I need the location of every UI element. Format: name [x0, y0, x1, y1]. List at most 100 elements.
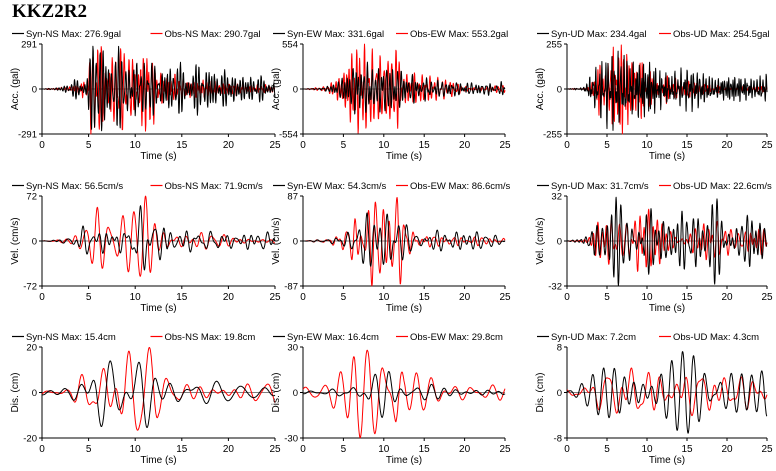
legend-label-syn: Syn-UD Max: 7.2cm: [551, 332, 636, 343]
y-tick-label: 554: [282, 40, 298, 51]
obs-series-line: [302, 43, 506, 134]
y-tick-label: 32: [551, 192, 562, 203]
x-tick-label: 5: [604, 444, 610, 455]
legend-label-obs: Obs-UD Max: 254.5gal: [673, 29, 770, 40]
x-tick-label: 25: [761, 140, 773, 151]
syn-series-line: [566, 196, 768, 287]
x-tick-label: 25: [499, 444, 511, 455]
legend-label-obs: Obs-EW Max: 86.6cm/s: [410, 181, 511, 192]
x-tick-label: 25: [269, 140, 281, 151]
x-tick-label: 20: [721, 444, 733, 455]
legend-label-syn: Syn-EW Max: 54.3cm/s: [287, 181, 386, 192]
syn-series-line: [41, 360, 276, 428]
x-tick-label: 5: [341, 140, 347, 151]
x-tick-label: 5: [86, 140, 92, 151]
x-tick-label: 5: [604, 292, 610, 303]
x-axis-label: Time (s): [649, 455, 685, 466]
x-tick-label: 0: [39, 444, 45, 455]
x-axis-label: Time (s): [649, 303, 685, 314]
legend-label-syn: Syn-NS Max: 276.9gal: [26, 29, 121, 40]
x-tick-label: 15: [681, 140, 693, 151]
x-tick-label: 0: [564, 292, 570, 303]
x-axis-label: Time (s): [140, 151, 176, 162]
y-tick-label: 20: [26, 343, 37, 354]
legend-label-syn: Syn-EW Max: 331.6gal: [287, 29, 384, 40]
y-axis-label: Acc. (gal): [271, 68, 282, 110]
legend-label-syn: Syn-UD Max: 234.4gal: [551, 29, 647, 40]
syn-series-line: [302, 371, 506, 418]
y-tick-label: -255: [543, 130, 562, 141]
syn-series-line: [41, 205, 276, 271]
x-tick-label: 0: [300, 140, 306, 151]
legend-label-obs: Obs-UD Max: 4.3cm: [673, 332, 759, 343]
y-axis-label: Vel. (cm/s): [271, 217, 282, 264]
x-tick-label: 15: [419, 292, 431, 303]
y-tick-label: 72: [26, 192, 37, 203]
obs-series-line: [302, 349, 506, 439]
legend-label-syn: Syn-UD Max: 31.7cm/s: [551, 181, 649, 192]
x-tick-label: 10: [378, 292, 390, 303]
x-tick-label: 10: [130, 444, 142, 455]
x-axis-label: Time (s): [140, 303, 176, 314]
x-tick-label: 5: [86, 292, 92, 303]
x-tick-label: 25: [761, 292, 773, 303]
y-axis-label: Vel. (cm/s): [10, 217, 21, 264]
x-tick-label: 10: [641, 140, 653, 151]
y-axis-label: Acc. (gal): [10, 68, 21, 110]
syn-series-line: [302, 61, 506, 115]
x-tick-label: 15: [681, 292, 693, 303]
obs-series-line: [41, 347, 276, 431]
x-tick-label: 0: [564, 140, 570, 151]
legend-label-syn: Syn-NS Max: 15.4cm: [26, 332, 116, 343]
y-tick-label: -20: [23, 434, 37, 445]
x-tick-label: 25: [761, 444, 773, 455]
x-tick-label: 20: [721, 140, 733, 151]
legend-label-syn: Syn-NS Max: 56.5cm/s: [26, 181, 123, 192]
legend-label-obs: Obs-UD Max: 22.6cm/s: [673, 181, 772, 192]
y-tick-label: -291: [18, 130, 37, 141]
legend-label-obs: Obs-NS Max: 290.7gal: [165, 29, 261, 40]
y-tick-label: 0: [32, 388, 37, 399]
x-tick-label: 25: [499, 140, 511, 151]
syn-series-line: [41, 45, 276, 132]
legend-label-syn: Syn-EW Max: 16.4cm: [287, 332, 379, 343]
y-tick-label: 255: [546, 40, 562, 51]
syn-series-line: [566, 351, 768, 434]
x-tick-label: 0: [564, 444, 570, 455]
x-tick-label: 10: [130, 140, 142, 151]
legend-label-obs: Obs-EW Max: 29.8cm: [410, 332, 503, 343]
x-tick-label: 15: [176, 444, 188, 455]
y-tick-label: 0: [557, 388, 562, 399]
x-axis-label: Time (s): [386, 151, 422, 162]
y-axis-label: Vel. (cm/s): [535, 217, 546, 264]
x-tick-label: 10: [641, 292, 653, 303]
x-tick-label: 15: [419, 140, 431, 151]
syn-series-line: [302, 212, 506, 267]
x-tick-label: 10: [378, 140, 390, 151]
x-tick-label: 0: [39, 140, 45, 151]
x-tick-label: 20: [459, 140, 471, 151]
page-title: KKZ2R2: [12, 1, 87, 22]
x-tick-label: 0: [300, 292, 306, 303]
y-tick-label: 0: [293, 388, 298, 399]
y-tick-label: -32: [548, 282, 562, 293]
y-tick-label: 0: [557, 237, 562, 248]
x-tick-label: 10: [641, 444, 653, 455]
x-axis-label: Time (s): [386, 303, 422, 314]
y-tick-label: 0: [32, 85, 37, 96]
y-tick-label: 0: [293, 237, 298, 248]
x-axis-label: Time (s): [140, 455, 176, 466]
y-axis-label: Dis. (cm): [535, 373, 546, 413]
x-tick-label: 5: [604, 140, 610, 151]
x-tick-label: 15: [419, 444, 431, 455]
x-tick-label: 0: [300, 444, 306, 455]
x-tick-label: 20: [223, 444, 235, 455]
x-tick-label: 20: [223, 140, 235, 151]
y-axis-label: Acc. (gal): [535, 68, 546, 110]
y-tick-label: 0: [293, 85, 298, 96]
legend-label-obs: Obs-NS Max: 71.9cm/s: [165, 181, 263, 192]
